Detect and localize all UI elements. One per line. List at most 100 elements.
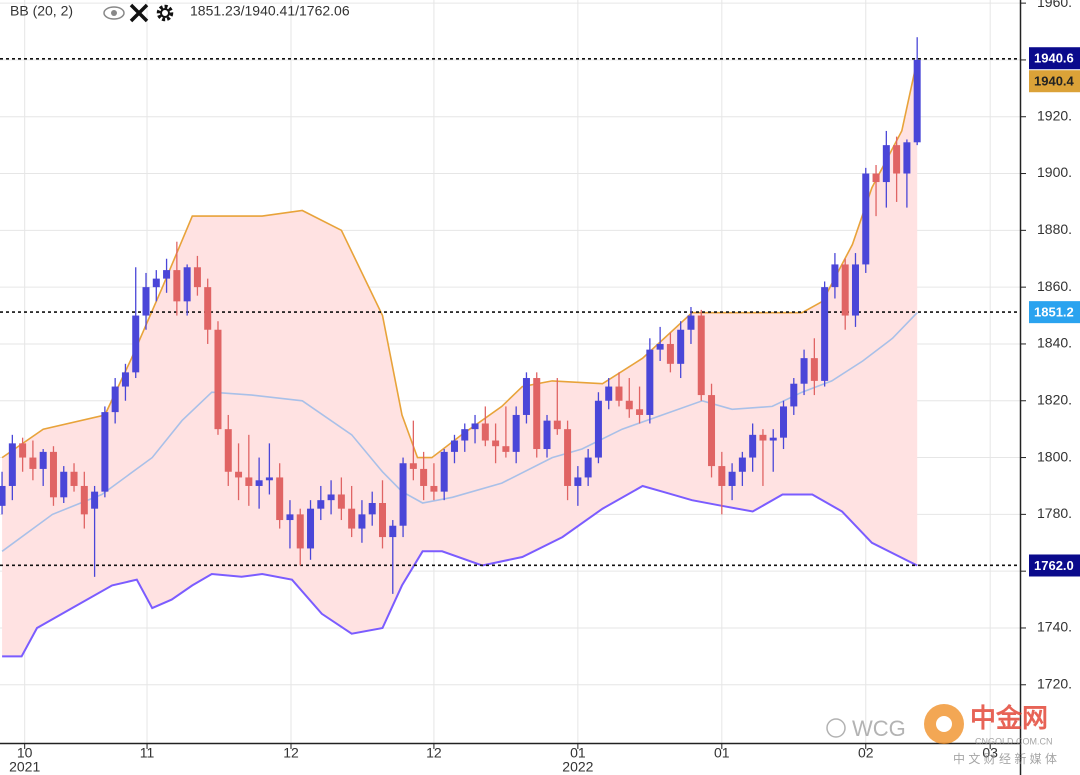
candle-body [625, 400, 633, 410]
y-tick-label: 1800. [1037, 448, 1072, 464]
bollinger-bands [1, 59, 918, 658]
candle-body [759, 434, 767, 441]
candle-body [19, 443, 27, 458]
watermark-site: CNGOLD.COM.CN [975, 736, 1053, 746]
indicator-readout: 1851.23/1940.41/1762.06 [190, 3, 350, 19]
eye-pupil[interactable] [111, 10, 117, 16]
price-tag-label: 1851.2 [1034, 305, 1074, 320]
candle-body [708, 395, 716, 467]
candle-body [687, 315, 695, 330]
candle-body [173, 270, 181, 302]
candle-body [512, 414, 520, 452]
candle-body [862, 173, 870, 265]
watermark-brand: WCG [852, 716, 906, 741]
price-axis-bg [1021, 0, 1080, 775]
y-tick-label: 1820. [1037, 391, 1072, 407]
x-tick-label: 03 [982, 745, 998, 761]
levels [0, 57, 1020, 567]
candle-body [471, 423, 479, 430]
candle-body [142, 287, 150, 316]
candle-body [29, 457, 37, 469]
candle-body [91, 491, 99, 509]
candle-body [296, 514, 304, 549]
candle-body [666, 343, 674, 364]
candle-body [749, 434, 757, 458]
candle-body [636, 409, 644, 415]
candle-body [605, 386, 613, 401]
y-tick-label: 1860. [1037, 278, 1072, 294]
candle-body [821, 287, 829, 381]
candle-body [697, 315, 705, 396]
gear-teeth[interactable] [156, 4, 174, 22]
candle-body [214, 329, 222, 430]
candle-body [841, 264, 849, 316]
candle-body [584, 457, 592, 478]
watermark-icon [826, 718, 846, 738]
watermark-logo-inner [936, 716, 952, 732]
candle-body [389, 525, 397, 538]
candle-body [810, 358, 818, 381]
watermark-slogan: 中 文 财 经 新 媒 体 [953, 751, 1057, 766]
band-lower [2, 484, 918, 658]
candle-body [800, 358, 808, 384]
price-tag [1029, 554, 1080, 577]
candle-body [420, 468, 428, 486]
candle-body [255, 480, 263, 486]
y-tick-label: 1960. [1037, 0, 1072, 10]
x-tick-label: 12 [283, 745, 299, 761]
candle-body [882, 145, 890, 183]
candle-body [769, 437, 777, 441]
candle-body [738, 457, 746, 472]
candle-body [70, 471, 78, 486]
price-tag-label: 1762.0 [1034, 558, 1074, 573]
candle-body [39, 451, 47, 469]
settings-icon[interactable] [156, 4, 174, 22]
candle-body [553, 420, 561, 430]
y-tick-label: 1840. [1037, 335, 1072, 351]
band-fill [2, 59, 918, 657]
x-tick-label: 02 [858, 745, 874, 761]
candle-body [49, 451, 57, 498]
price-tag-label: 1940.4 [1034, 74, 1075, 89]
remove-icon[interactable] [129, 3, 149, 23]
candle-body [358, 514, 366, 529]
candle-body [111, 386, 119, 413]
candle-body [481, 423, 489, 441]
candle-body [368, 503, 376, 515]
candles [0, 37, 921, 594]
candle-body [522, 378, 530, 415]
candle-body [450, 440, 458, 452]
remove-x[interactable] [129, 3, 149, 23]
eye-icon[interactable] [103, 6, 125, 20]
candle-body [276, 477, 284, 521]
candle-body [872, 173, 880, 183]
candle-body [533, 378, 541, 450]
candle-body [903, 142, 911, 174]
candle-body [348, 508, 356, 529]
candle-body [677, 329, 685, 364]
price-tag-label: 1940.6 [1034, 51, 1074, 66]
eye-outline[interactable] [103, 6, 125, 20]
gear-body[interactable] [160, 8, 170, 18]
candle-body [656, 343, 664, 350]
candle-body [152, 278, 160, 288]
y-tick-label: 1780. [1037, 505, 1072, 521]
x-tick-label: 10 [17, 745, 33, 761]
x-tick-label: 12 [426, 745, 442, 761]
candle-body [492, 440, 500, 447]
y-tick-label: 1900. [1037, 164, 1072, 180]
candle-body [409, 463, 417, 469]
candle-body [461, 429, 469, 441]
y-tick-label: 1920. [1037, 107, 1072, 123]
candle-body [0, 485, 6, 506]
year-label: 2021 [9, 759, 40, 775]
candle-body [121, 372, 129, 387]
candle-body [224, 429, 232, 472]
candle-body [399, 463, 407, 526]
candle-body [440, 451, 448, 492]
price-tags: 1940.6 1940.4 1851.2 1762.0 [1029, 47, 1080, 577]
candle-body [718, 466, 726, 486]
y-tick-label: 1880. [1037, 221, 1072, 237]
